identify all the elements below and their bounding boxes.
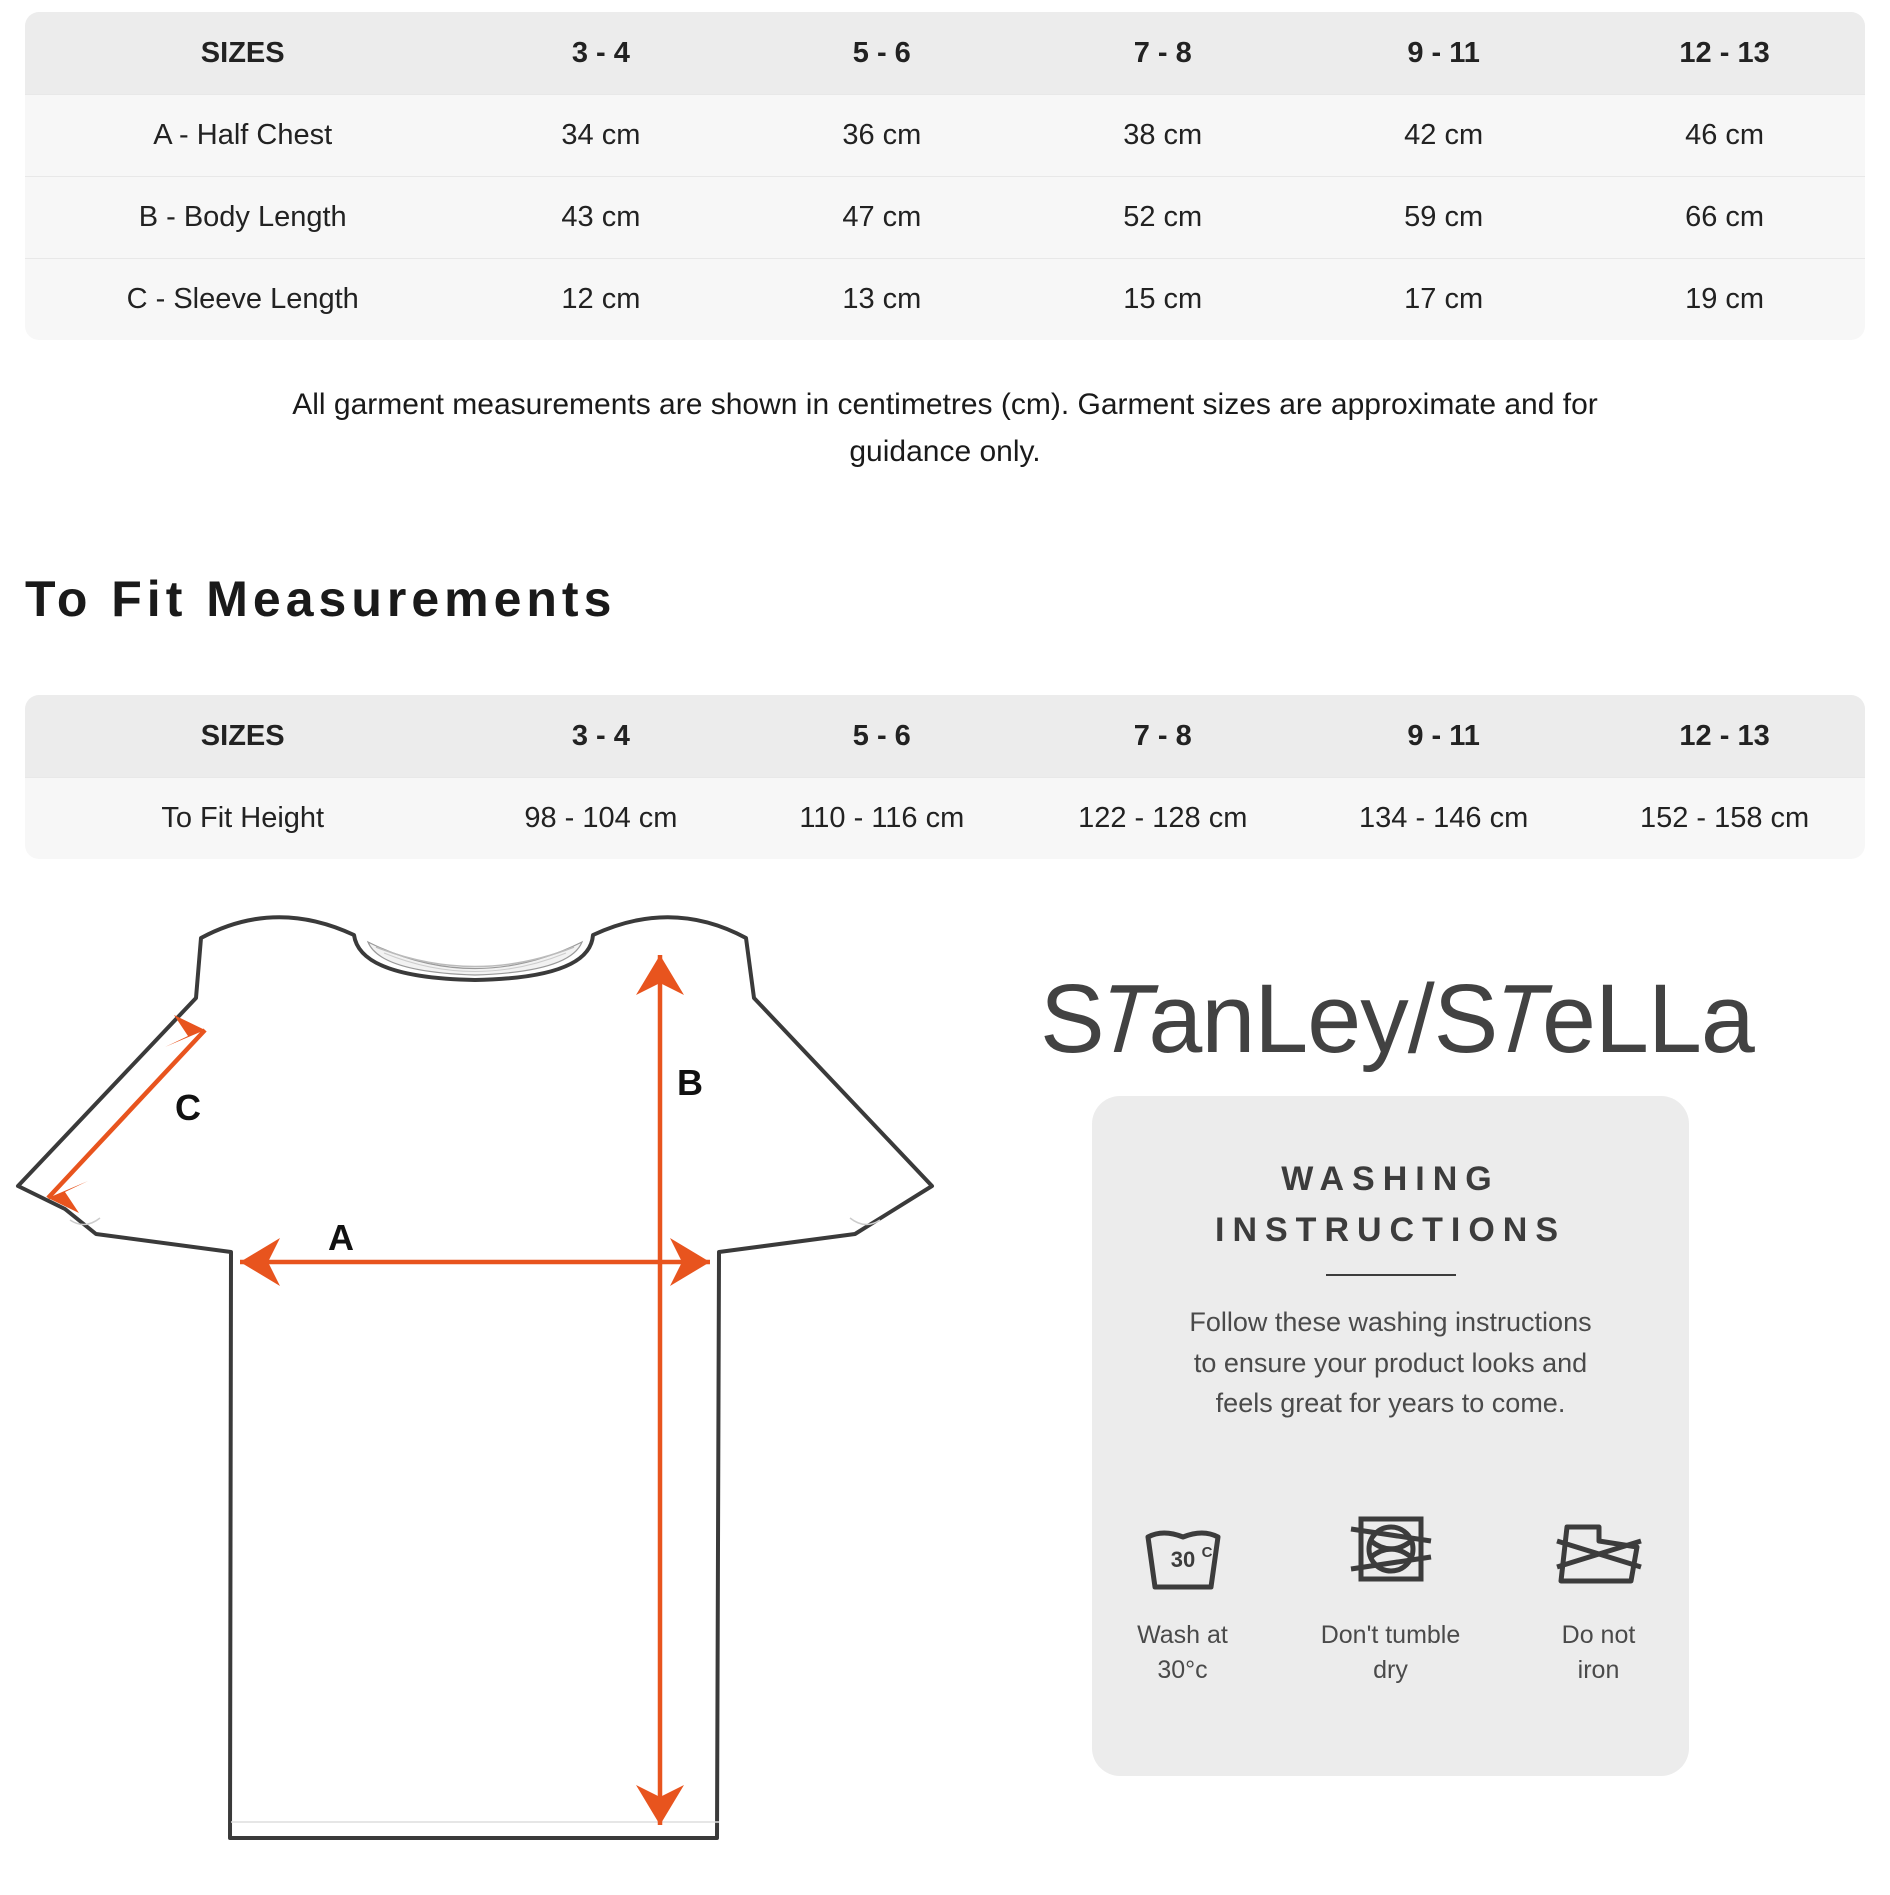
svg-text:C: C [175, 1087, 201, 1128]
svg-text:A: A [328, 1217, 354, 1258]
svg-text:30: 30 [1170, 1547, 1194, 1572]
svg-text:B: B [677, 1062, 703, 1103]
svg-text:C: C [1201, 1544, 1212, 1561]
